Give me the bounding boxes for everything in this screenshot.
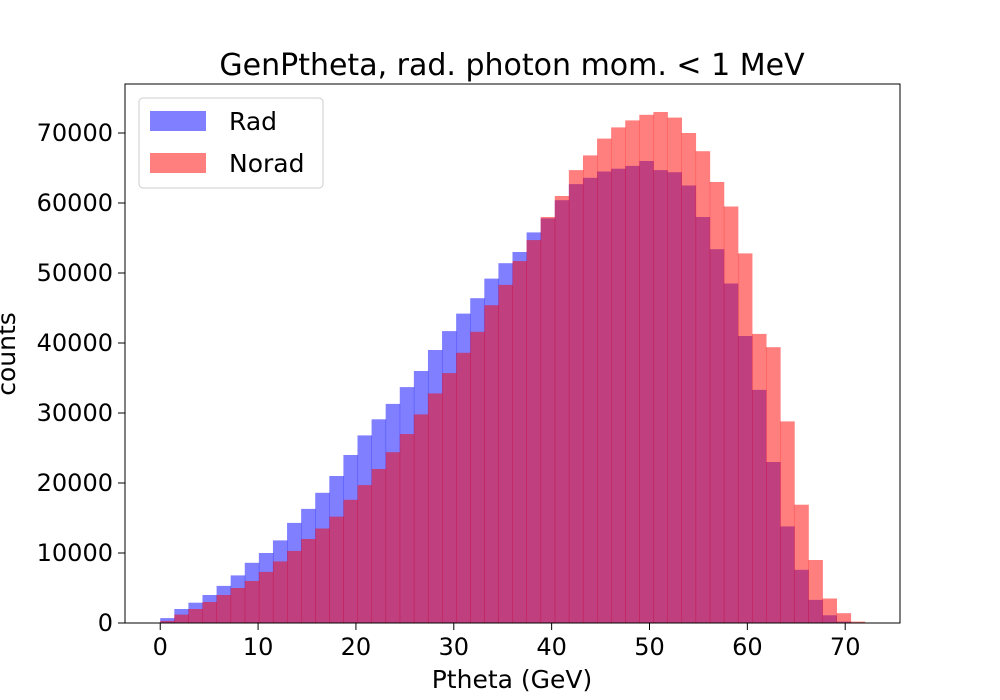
norad-bar-15: [371, 469, 387, 623]
norad-bar-10: [301, 539, 316, 623]
y-axis-ticks: 0 10000 20000 30000 40000 50000 60000 70000: [37, 119, 125, 637]
norad-bar-38: [695, 151, 711, 623]
norad-bar-8: [272, 561, 288, 623]
x-axis-label: Ptheta (GeV): [432, 665, 593, 694]
norad-bar-29: [568, 170, 584, 623]
x-tick-label-1: 10: [243, 633, 274, 661]
y-axis-label: counts: [0, 312, 21, 396]
norad-bar-14: [357, 485, 372, 623]
x-tick-label-2: 20: [341, 633, 372, 661]
norad-bar-24: [498, 284, 513, 623]
norad-bar-7: [258, 571, 274, 623]
norad-bar-37: [681, 133, 697, 623]
legend-label-norad: Norad: [229, 149, 304, 178]
norad-bar-12: [329, 516, 344, 623]
legend-swatch-rad: [150, 111, 206, 131]
norad-bar-19: [427, 393, 443, 623]
norad-bar-17: [399, 434, 415, 623]
norad-bar-45: [794, 504, 809, 623]
norad-bar-31: [597, 138, 612, 623]
norad-bar-13: [343, 499, 358, 623]
norad-bar-30: [582, 155, 598, 623]
norad-bar-32: [611, 127, 626, 624]
norad-bar-3: [202, 602, 217, 623]
x-tick-label-7: 70: [830, 633, 861, 661]
norad-bar-35: [653, 112, 668, 623]
norad-bar-4: [216, 595, 232, 623]
norad-bar-0: [160, 620, 175, 623]
x-tick-label-6: 60: [732, 633, 763, 661]
y-tick-label-1: 10000: [37, 539, 113, 567]
norad-bar-1: [174, 614, 189, 623]
x-tick-label-3: 30: [439, 633, 470, 661]
norad-bar-44: [780, 421, 795, 623]
y-tick-label-2: 20000: [37, 469, 113, 497]
norad-bar-5: [230, 588, 246, 623]
norad-bar-22: [470, 331, 485, 623]
norad-bars: [160, 112, 866, 624]
y-tick-label-5: 50000: [37, 259, 113, 287]
norad-bar-33: [625, 120, 640, 624]
norad-bar-42: [752, 333, 767, 623]
chart-title: GenPtheta, rad. photon mom. < 1 MeV: [219, 48, 805, 83]
norad-bar-20: [442, 373, 457, 623]
plot-frame: [124, 83, 901, 624]
norad-bar-28: [554, 196, 570, 623]
norad-bar-41: [737, 253, 753, 623]
norad-bar-48: [836, 613, 852, 623]
norad-bar-34: [639, 114, 654, 624]
rad-bar-0: [160, 618, 175, 623]
norad-bar-23: [484, 305, 499, 623]
norad-bar-26: [526, 240, 542, 623]
norad-bar-39: [709, 182, 725, 623]
norad-bar-36: [667, 117, 682, 623]
x-tick-label-0: 0: [153, 633, 168, 661]
y-tick-label-4: 40000: [37, 329, 113, 357]
y-tick-label-7: 70000: [37, 119, 113, 147]
norad-bar-18: [413, 414, 429, 623]
y-tick-label-0: 0: [98, 609, 113, 637]
norad-bar-9: [287, 550, 302, 623]
norad-bar-46: [808, 560, 823, 623]
norad-bar-43: [766, 347, 781, 623]
norad-bar-47: [822, 598, 837, 623]
norad-bar-6: [244, 581, 260, 623]
x-axis-ticks: 0 10 20 30 40 50 60 70: [153, 623, 861, 661]
norad-bar-16: [385, 452, 401, 623]
norad-bar-11: [315, 528, 330, 623]
norad-bar-49: [850, 621, 866, 623]
y-tick-label-3: 30000: [37, 399, 113, 427]
norad-bar-21: [456, 352, 471, 623]
norad-bar-27: [540, 217, 556, 623]
norad-bar-25: [512, 261, 527, 623]
y-tick-label-6: 60000: [37, 189, 113, 217]
norad-bar-40: [723, 206, 739, 623]
legend-swatch-norad: [150, 153, 206, 173]
legend: Rad Norad: [138, 97, 324, 189]
norad-bar-2: [188, 609, 203, 623]
x-tick-label-4: 40: [536, 633, 567, 661]
x-tick-label-5: 50: [634, 633, 665, 661]
legend-label-rad: Rad: [229, 107, 277, 136]
